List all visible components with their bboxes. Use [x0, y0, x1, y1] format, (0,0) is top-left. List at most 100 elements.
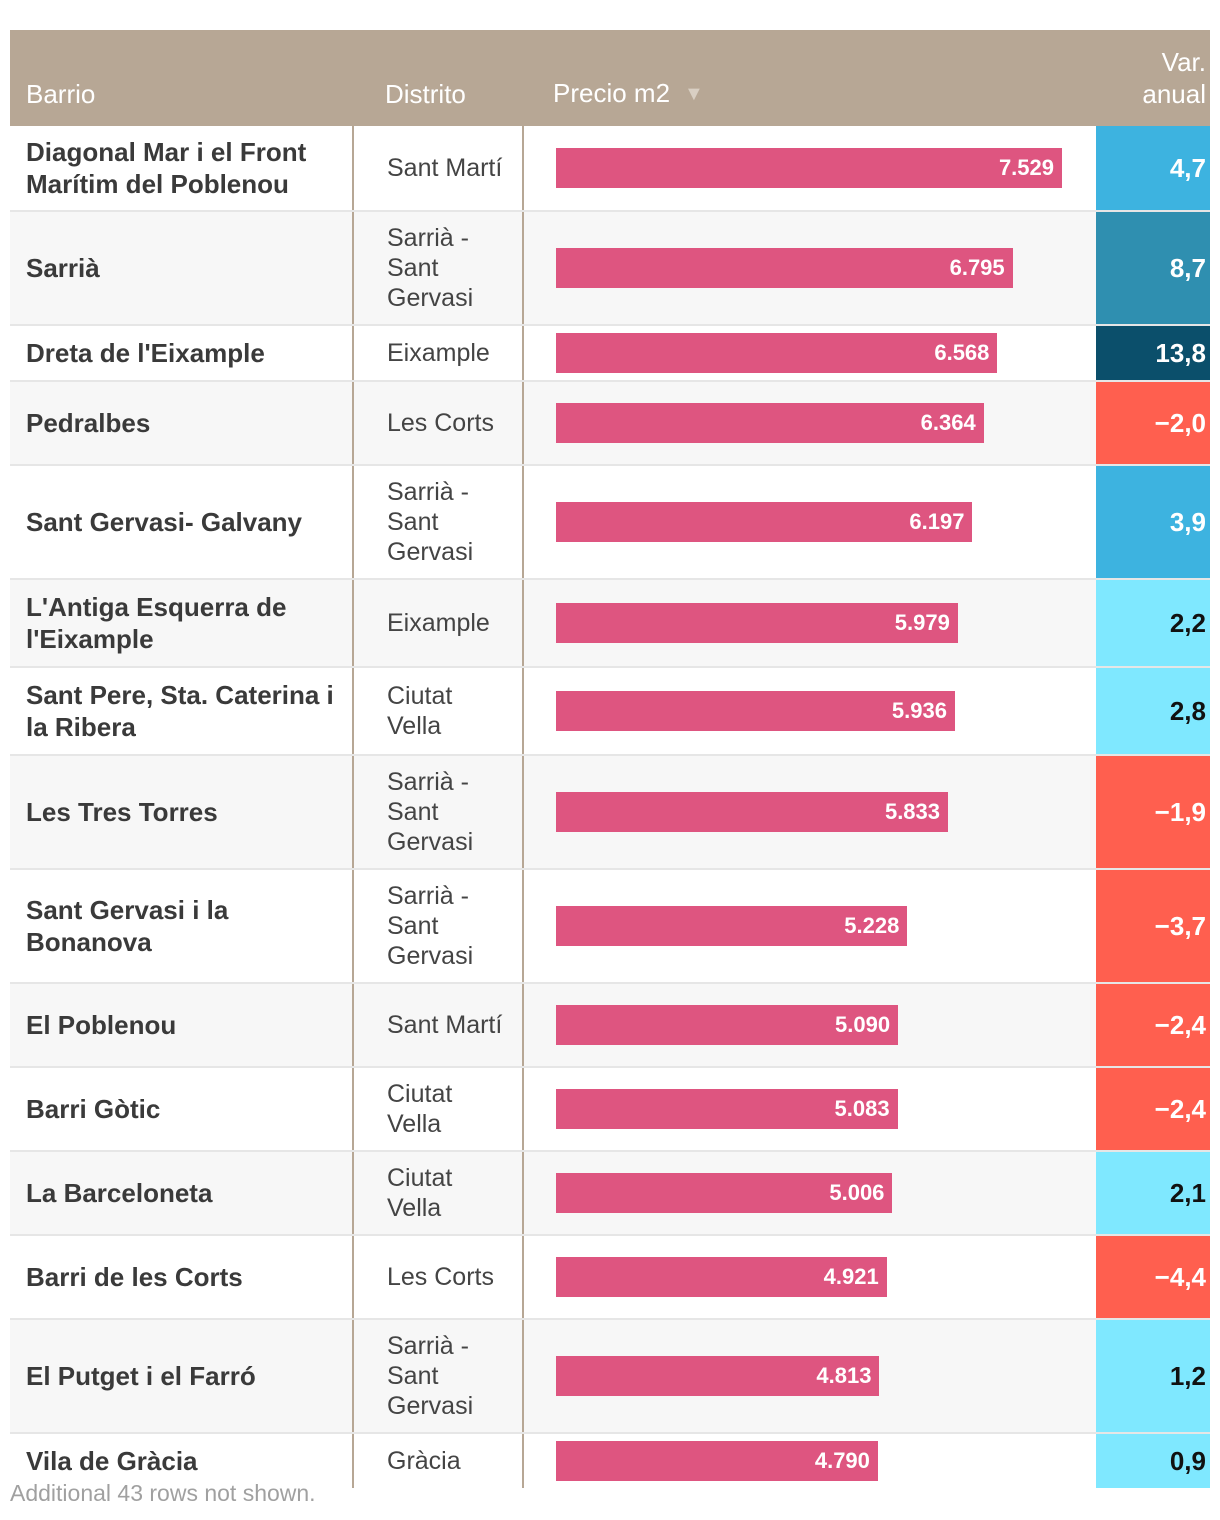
distrito-cell: Sarrià - Sant Gervasi: [387, 768, 474, 856]
column-separator: [352, 1320, 354, 1432]
column-separator: [352, 466, 354, 578]
var-anual-cell: −2,4: [1096, 984, 1210, 1066]
sort-descending-icon[interactable]: ▼: [684, 83, 704, 105]
precio-bar-label: 5.228: [844, 913, 900, 938]
column-separator: [352, 668, 354, 754]
distrito-cell: Sarrià - Sant Gervasi: [387, 1332, 474, 1420]
precio-bar-label: 4.790: [814, 1448, 870, 1473]
rows-not-shown-note: Additional 43 rows not shown.: [10, 1480, 316, 1506]
column-separator: [522, 1320, 524, 1432]
column-header-var-anual[interactable]: Var. anual: [1066, 46, 1206, 110]
distrito-cell: Sant Martí: [387, 154, 503, 182]
barrio-cell: La Barceloneta: [26, 1178, 213, 1208]
column-separator: [522, 668, 524, 754]
column-header-distrito[interactable]: Distrito: [385, 79, 466, 109]
precio-bar: 6.795: [556, 248, 1013, 288]
var-anual-cell: 3,9: [1096, 466, 1210, 578]
distrito-cell: Gràcia: [387, 1447, 461, 1475]
column-separator: [352, 212, 354, 324]
column-separator: [522, 984, 524, 1066]
barrio-cell: L'Antiga Esquerra de l'Eixample: [26, 592, 287, 654]
distrito-cell: Sarrià - Sant Gervasi: [387, 478, 474, 566]
table-header: Barrio Distrito Precio m2 ▼ Var. anual: [10, 30, 1210, 126]
table-row: Sant Pere, Sta. Caterina i la Ribera Ciut…: [10, 666, 1210, 754]
var-anual-cell: −3,7: [1096, 870, 1210, 982]
column-header-precio-label: Precio m2: [553, 78, 671, 108]
precio-bar-label: 7.529: [998, 155, 1054, 180]
precio-bar-label: 6.568: [934, 340, 990, 365]
column-separator: [522, 466, 524, 578]
precio-bar-label: 4.813: [816, 1363, 872, 1388]
var-anual-cell: 8,7: [1096, 212, 1210, 324]
price-table: Barrio Distrito Precio m2 ▼ Var. anual Dia…: [10, 30, 1210, 1488]
barrio-cell: Diagonal Mar i el Front Marítim del Pobl…: [26, 137, 307, 199]
column-separator: [522, 1434, 524, 1488]
distrito-cell: Eixample: [387, 339, 490, 367]
precio-bar: 5.228: [556, 906, 908, 946]
table-row: La Barceloneta Ciutat Vella 5.006 2,1: [10, 1150, 1210, 1234]
table-body: Diagonal Mar i el Front Marítim del Pobl…: [10, 126, 1210, 1488]
barrio-cell: Barri Gòtic: [26, 1094, 161, 1124]
precio-bar: 4.921: [556, 1257, 887, 1297]
barrio-cell: Barri de les Corts: [26, 1262, 243, 1292]
table-row: Barri Gòtic Ciutat Vella 5.083 −2,4: [10, 1066, 1210, 1150]
column-separator: [352, 1434, 354, 1488]
table-row: Les Tres Torres Sarrià - Sant Gervasi 5.83…: [10, 754, 1210, 868]
precio-bar: 5.090: [556, 1005, 899, 1045]
var-anual-cell: −2,4: [1096, 1068, 1210, 1150]
table-row: El Putget i el Farró Sarrià - Sant Gervas…: [10, 1318, 1210, 1432]
precio-bar-label: 5.083: [834, 1096, 890, 1121]
table-row: Sarrià Sarrià - Sant Gervasi 6.795 8,7: [10, 210, 1210, 324]
precio-bar-label: 5.006: [829, 1180, 885, 1205]
barrio-cell: Vila de Gràcia: [26, 1446, 198, 1476]
column-separator: [522, 1236, 524, 1318]
column-separator: [352, 126, 354, 210]
table-row: Vila de Gràcia Gràcia 4.790 0,9: [10, 1432, 1210, 1488]
distrito-cell: Les Corts: [387, 1263, 494, 1291]
precio-bar-label: 5.090: [835, 1012, 891, 1037]
column-separator: [522, 1152, 524, 1234]
precio-bar: 6.568: [556, 333, 998, 373]
var-anual-cell: 13,8: [1096, 326, 1210, 380]
precio-bar-label: 5.979: [894, 610, 950, 635]
table-row: L'Antiga Esquerra de l'Eixample Eixample 5…: [10, 578, 1210, 666]
distrito-cell: Ciutat Vella: [387, 682, 453, 740]
precio-bar: 6.364: [556, 403, 984, 443]
table-row: Diagonal Mar i el Front Marítim del Pobl…: [10, 126, 1210, 210]
var-anual-cell: 0,9: [1096, 1434, 1210, 1488]
column-header-barrio[interactable]: Barrio: [26, 79, 96, 109]
precio-bar-label: 5.833: [884, 799, 941, 824]
column-separator: [352, 326, 354, 380]
column-separator: [522, 580, 524, 666]
barrio-cell: Sarrià: [26, 253, 100, 283]
column-separator: [352, 1068, 354, 1150]
precio-bar: 5.833: [556, 792, 949, 832]
precio-bar-label: 6.795: [949, 255, 1005, 280]
barrio-cell: El Poblenou: [26, 1010, 177, 1040]
table-row: Dreta de l'Eixample Eixample 6.568 13,8: [10, 324, 1210, 380]
table-row: Sant Gervasi- Galvany Sarrià - Sant Gerva…: [10, 464, 1210, 578]
barrio-cell: Sant Gervasi i la Bonanova: [26, 895, 229, 957]
precio-bar: 4.790: [556, 1441, 878, 1481]
column-separator: [352, 1236, 354, 1318]
column-separator: [522, 126, 524, 210]
var-anual-cell: 4,7: [1096, 126, 1210, 210]
distrito-cell: Les Corts: [387, 409, 494, 437]
precio-bar-label: 6.364: [920, 410, 976, 435]
table-row: Sant Gervasi i la Bonanova Sarrià - Sant …: [10, 868, 1210, 982]
var-anual-cell: −1,9: [1096, 756, 1210, 868]
column-separator: [352, 984, 354, 1066]
column-separator: [352, 580, 354, 666]
precio-bar: 5.006: [556, 1173, 893, 1213]
precio-bar-label: 5.936: [891, 698, 947, 723]
precio-bar-label: 4.921: [823, 1264, 879, 1289]
column-separator: [352, 870, 354, 982]
precio-bar: 4.813: [556, 1356, 880, 1396]
var-header-line1: Var.: [1161, 47, 1206, 77]
precio-bar-label: 6.197: [909, 509, 965, 534]
distrito-cell: Ciutat Vella: [387, 1164, 453, 1222]
column-header-precio[interactable]: Precio m2 ▼: [553, 77, 704, 110]
column-separator: [522, 870, 524, 982]
barrio-cell: Pedralbes: [26, 408, 151, 438]
column-separator: [352, 382, 354, 464]
